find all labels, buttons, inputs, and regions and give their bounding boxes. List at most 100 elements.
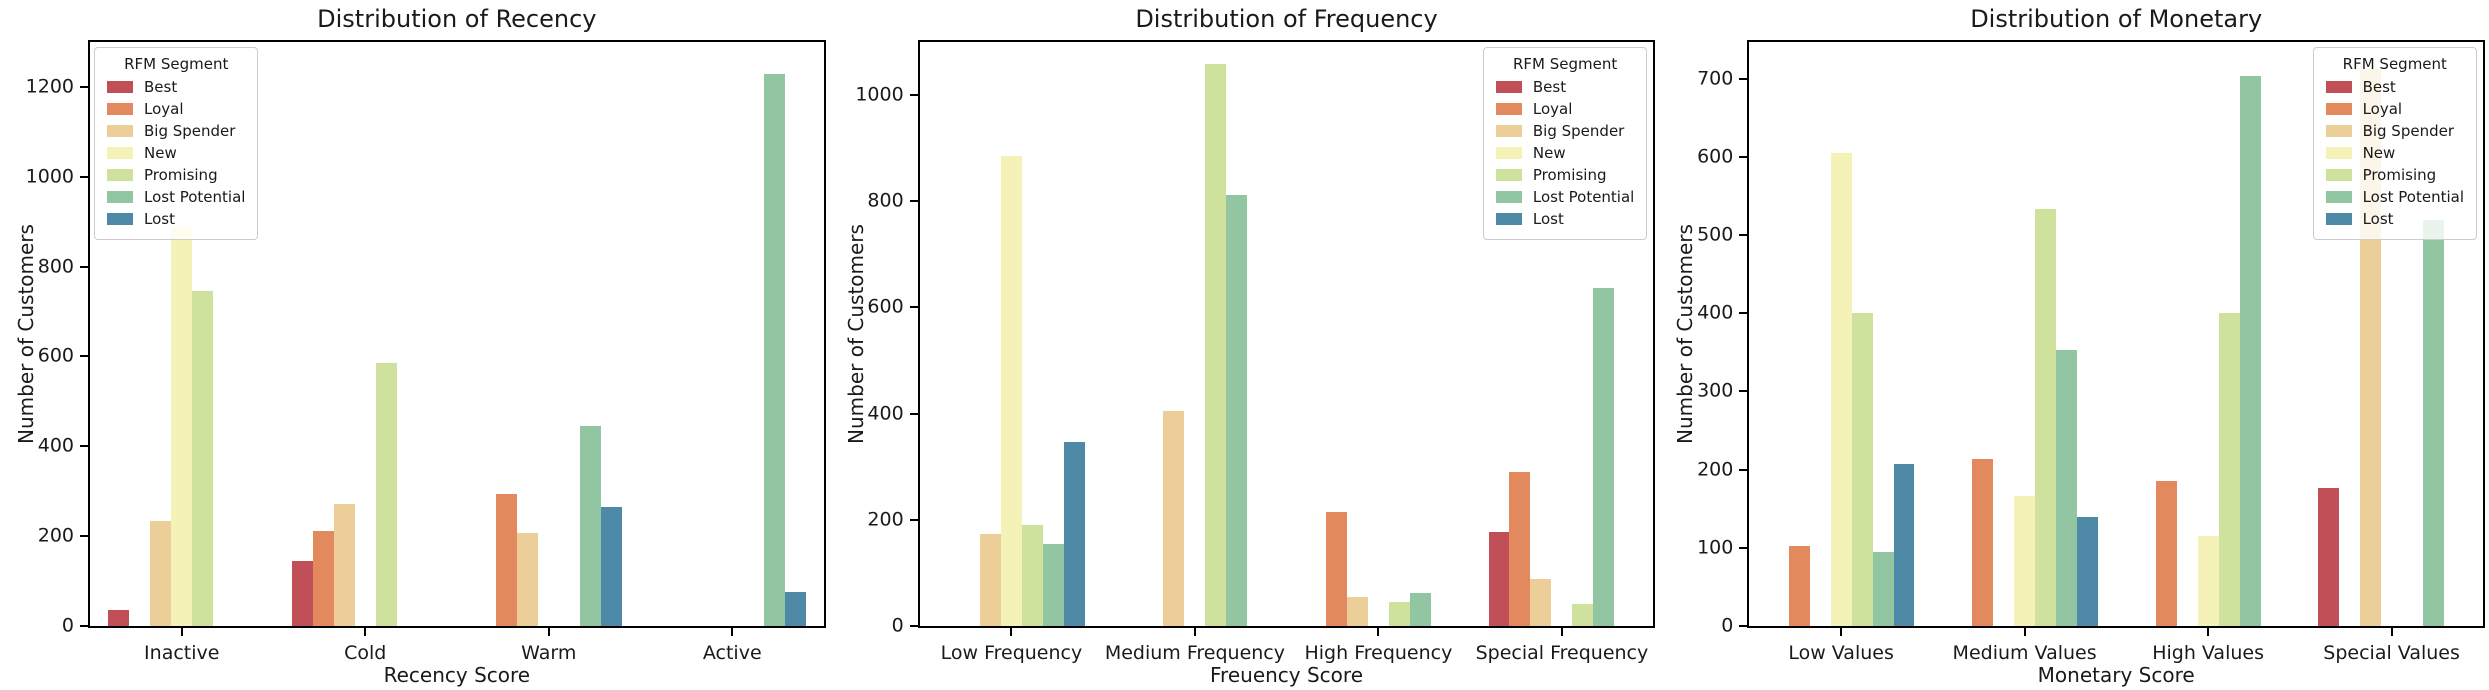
bar-best: [291, 560, 313, 626]
bar-promising: [1021, 524, 1043, 626]
plot-area-recency: 0 200 400 600 800 1000 1200 Inactive Cold Warm Act…: [26, 40, 826, 664]
bar-lost: [2077, 517, 2098, 626]
bar-lost-potential: [1872, 551, 1894, 626]
y-tick-label: 200: [37, 524, 74, 547]
bar-lost: [784, 591, 806, 626]
bar-promising: [2218, 313, 2240, 626]
x-tick-mark: [180, 628, 183, 636]
legend-swatch-icon: [2325, 125, 2352, 137]
legend-item-label: Promising: [2362, 166, 2437, 184]
legend-item-loyal: Loyal: [1495, 98, 1634, 120]
legend-item-label: Loyal: [144, 100, 184, 118]
legend-swatch-icon: [2325, 147, 2352, 159]
x-tick-mark: [547, 628, 550, 636]
legend-item-label: Big Spender: [1532, 122, 1625, 140]
x-tick-mark: [364, 628, 367, 636]
legend-title: RFM Segment: [1512, 55, 1618, 73]
legend-item-label: Promising: [1532, 166, 1607, 184]
y-tick-label: 1200: [25, 75, 74, 98]
bar-loyal: [1325, 512, 1347, 626]
legend-swatch-icon: [1495, 169, 1522, 181]
y-tick-mark: [1739, 468, 1748, 471]
bar-new: [2197, 536, 2219, 626]
y-tick-label: 400: [1697, 301, 1734, 324]
bar-lost-potential: [1409, 593, 1431, 626]
bar-lost: [1063, 441, 1085, 626]
legend-item-label: Best: [1532, 78, 1567, 96]
bar-lost: [1893, 464, 1915, 626]
legend-item-lost-potential: Lost Potential: [2325, 186, 2464, 208]
legend-item-label: New: [144, 144, 177, 162]
y-tick-mark: [80, 625, 88, 627]
x-tick-mark: [1560, 628, 1563, 636]
y-tick-mark: [80, 445, 88, 448]
chart-title-monetary: Distribution of Monetary: [1970, 5, 2263, 33]
legend-item-label: Lost: [144, 210, 175, 228]
legend-item-label: Lost: [1532, 210, 1564, 228]
chart-title-recency: Distribution of Recency: [317, 5, 597, 33]
bar-best: [1488, 531, 1510, 626]
chart-title-frequency: Distribution of Frequency: [1135, 5, 1438, 33]
legend-item-best: Best: [107, 76, 245, 98]
bar-best: [2318, 487, 2340, 626]
legend-swatch-icon: [1495, 191, 1522, 203]
y-tick-label: 1000: [25, 165, 74, 188]
bar-big-spender: [1530, 579, 1552, 626]
y-tick-label: 800: [37, 255, 74, 278]
y-tick-mark: [1739, 312, 1748, 315]
y-tick-label: 600: [37, 344, 74, 367]
y-tick-mark: [1739, 390, 1748, 393]
bar-lost: [601, 506, 623, 626]
legend-item-lost: Lost: [107, 208, 245, 230]
legend-title: RFM Segment: [124, 55, 229, 73]
bar-big-spender: [150, 520, 172, 626]
bar-new: [1830, 153, 1852, 626]
y-tick-mark: [1739, 234, 1748, 237]
x-tick-label: Special Values: [2323, 642, 2460, 664]
bar-new: [171, 227, 193, 626]
y-tick-mark: [909, 518, 918, 521]
y-tick-mark: [1739, 155, 1748, 158]
bar-big-spender: [517, 533, 539, 626]
bar-lost-potential: [763, 74, 785, 626]
bar-promising: [1572, 604, 1594, 626]
x-tick-label: Active: [702, 642, 762, 664]
legend-item-promising: Promising: [107, 164, 245, 186]
recency-chart-panel: Distribution of Recency Number of Custom…: [0, 0, 830, 690]
y-tick-mark: [80, 265, 88, 268]
y-tick-mark: [80, 85, 88, 88]
y-tick-label: 400: [37, 434, 74, 457]
legend-swatch-icon: [2325, 213, 2352, 225]
legend-item-label: Promising: [144, 166, 218, 184]
legend-swatch-icon: [1495, 103, 1522, 115]
x-tick-label: Low Frequency: [940, 642, 1083, 664]
y-tick-label: 800: [867, 189, 904, 212]
y-tick-label: 500: [1697, 223, 1734, 246]
legend-item-big-spender: Big Spender: [1495, 120, 1634, 142]
legend-swatch-icon: [107, 103, 133, 115]
legend: RFM Segment Best Loyal Big Spender New Promis…: [94, 47, 259, 240]
bar-new: [2014, 496, 2036, 626]
legend-item-loyal: Loyal: [107, 98, 245, 120]
y-tick-label: 200: [867, 508, 904, 531]
bar-loyal: [1788, 546, 1810, 626]
legend-item-best: Best: [1495, 76, 1634, 98]
y-tick-mark: [909, 306, 918, 309]
x-tick-mark: [1010, 628, 1013, 636]
x-tick-label: Warm: [521, 642, 577, 664]
legend-item-lost: Lost: [2325, 208, 2464, 230]
bar-loyal: [1509, 471, 1531, 626]
legend-swatch-icon: [107, 81, 133, 93]
y-tick-mark: [1739, 546, 1748, 549]
x-tick-mark: [2390, 628, 2393, 636]
bar-lost-potential: [580, 425, 602, 626]
y-tick-label: 400: [867, 402, 904, 425]
bar-loyal: [2155, 480, 2177, 626]
bar-big-spender: [1163, 410, 1185, 626]
bar-big-spender: [1346, 596, 1368, 626]
x-tick-label: High Values: [2152, 642, 2264, 664]
bar-promising: [1851, 312, 1873, 626]
x-tick-mark: [2023, 628, 2026, 636]
legend-item-loyal: Loyal: [2325, 98, 2464, 120]
y-tick-label: 600: [867, 295, 904, 318]
